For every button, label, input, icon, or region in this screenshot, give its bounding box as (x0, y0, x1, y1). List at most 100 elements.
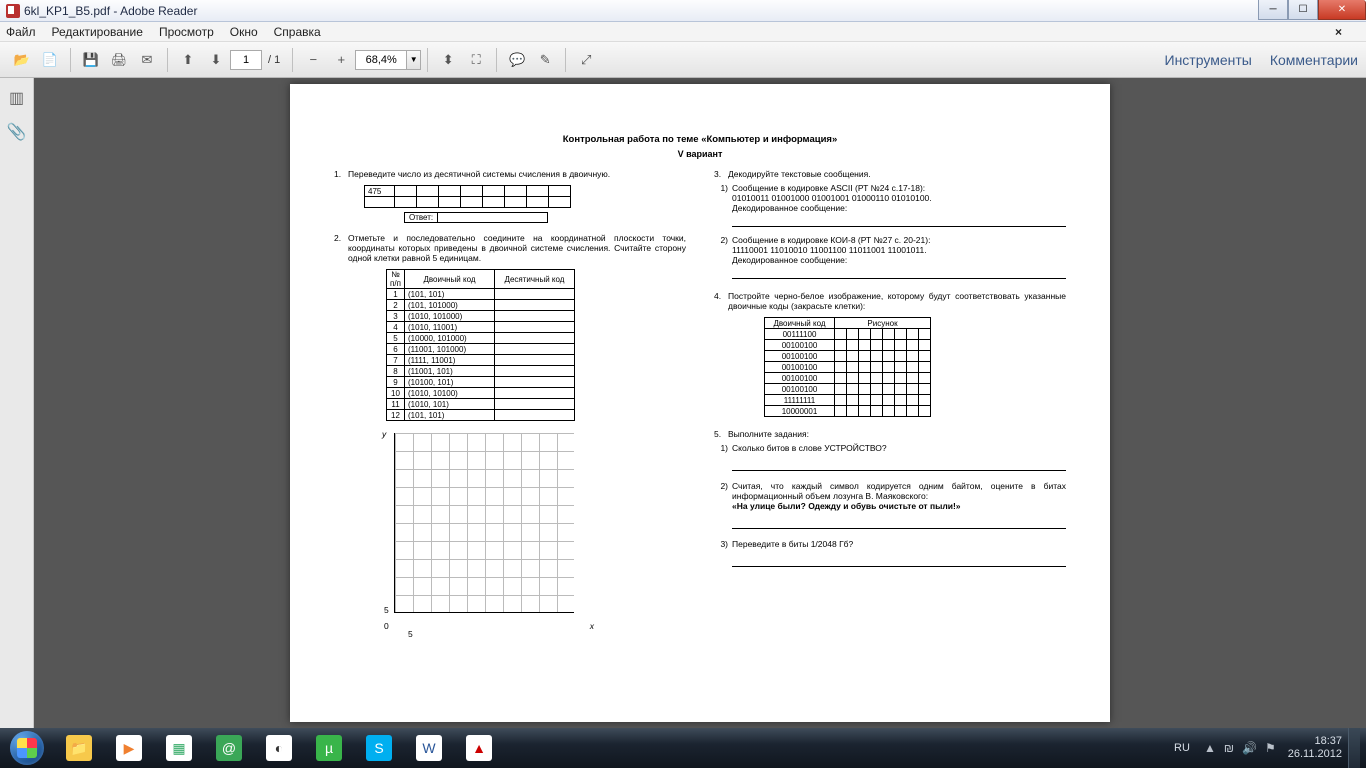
taskbar-app-icon[interactable]: ◐ (255, 730, 303, 766)
create-pdf-icon[interactable]: 📄 (38, 48, 62, 72)
page-down-icon[interactable]: ⬇ (204, 48, 228, 72)
menu-view[interactable]: Просмотр (159, 25, 214, 39)
table-row: 5(10000, 101000) (387, 333, 575, 344)
coordinate-grid: y 5 0 5 x (374, 429, 594, 629)
right-column: 3.Декодируйте текстовые сообщения. 1) Со… (714, 169, 1066, 629)
menu-edit[interactable]: Редактирование (52, 25, 143, 39)
table-row: 00100100 (765, 373, 931, 384)
print-icon[interactable]: 🖨 (107, 48, 131, 72)
taskbar-app-icon[interactable]: 📁 (55, 730, 103, 766)
window-controls: ─ ☐ ✕ (1258, 0, 1366, 20)
doc-title: Контрольная работа по теме «Компьютер и … (334, 134, 1066, 145)
table-row: 6(11001, 101000) (387, 344, 575, 355)
system-tray: RU ▲ ₪ 🔊 ⚑ 18:37 26.11.2012 (1174, 728, 1366, 768)
toolbar-separator (167, 48, 168, 72)
attachments-icon[interactable]: 📎 (7, 122, 27, 142)
table-row: 00100100 (765, 362, 931, 373)
table-row: 00111100 (765, 329, 931, 340)
q1-table: 475 (364, 185, 571, 208)
table-row: 4(1010, 11001) (387, 322, 575, 333)
menu-close-x[interactable]: × (1335, 25, 1342, 39)
q4-text: Постройте черно-белое изображение, котор… (728, 291, 1066, 311)
toolbar-separator (292, 48, 293, 72)
zoom-input[interactable]: 68,4% (355, 50, 407, 70)
taskbar-app-icon[interactable]: S (355, 730, 403, 766)
maximize-button[interactable]: ☐ (1288, 0, 1318, 20)
email-icon[interactable]: ✉ (135, 48, 159, 72)
table-row: 10(1010, 10100) (387, 388, 575, 399)
taskbar-app-icon[interactable]: ▲ (455, 730, 503, 766)
menu-file[interactable]: Файл (6, 25, 36, 39)
taskbar-app-icon[interactable]: ▶ (105, 730, 153, 766)
table-row: 11(1010, 101) (387, 399, 575, 410)
left-column: 1.Переведите число из десятичной системы… (334, 169, 686, 629)
table-row: 1(101, 101) (387, 289, 575, 300)
page-number-input[interactable]: 1 (230, 50, 262, 70)
zoom-dropdown-icon[interactable]: ▼ (407, 50, 421, 70)
table-row: 12(101, 101) (387, 410, 575, 421)
taskbar: 📁▶▦@◐µSW▲ RU ▲ ₪ 🔊 ⚑ 18:37 26.11.2012 (0, 728, 1366, 768)
tray-volume-icon[interactable]: 🔊 (1242, 741, 1257, 755)
table-row: 9(10100, 101) (387, 377, 575, 388)
toolbar-separator (565, 48, 566, 72)
language-indicator[interactable]: RU (1174, 742, 1190, 754)
clock[interactable]: 18:37 26.11.2012 (1288, 735, 1342, 761)
menu-window[interactable]: Окно (230, 25, 258, 39)
tray-action-icon[interactable]: ⚑ (1265, 741, 1276, 755)
taskbar-app-icon[interactable]: µ (305, 730, 353, 766)
document-viewport[interactable]: Контрольная работа по теме «Компьютер и … (34, 78, 1366, 728)
comment-icon[interactable]: 💬 (505, 48, 529, 72)
minimize-button[interactable]: ─ (1258, 0, 1288, 20)
pdf-icon (6, 4, 20, 18)
toolbar-separator (427, 48, 428, 72)
read-mode-icon[interactable]: ⤢ (574, 48, 598, 72)
fit-page-icon[interactable]: ⛶ (464, 48, 488, 72)
taskbar-app-icon[interactable]: W (405, 730, 453, 766)
tray-network-icon[interactable]: ₪ (1224, 741, 1234, 755)
save-icon[interactable]: 💾 (79, 48, 103, 72)
taskbar-app-icon[interactable]: ▦ (155, 730, 203, 766)
taskbar-app-icon[interactable]: @ (205, 730, 253, 766)
q4-table: Двоичный кодРисунок 00111100 00100100 00… (764, 317, 931, 417)
zoom-in-icon[interactable]: + (329, 48, 353, 72)
highlight-icon[interactable]: ✎ (533, 48, 557, 72)
menu-bar: Файл Редактирование Просмотр Окно Справк… (0, 22, 1366, 42)
page-total-label: / 1 (268, 54, 280, 66)
table-row: 00100100 (765, 384, 931, 395)
toolbar-separator (496, 48, 497, 72)
table-row: 8(11001, 101) (387, 366, 575, 377)
table-row: 00100100 (765, 351, 931, 362)
window-titlebar: 6kl_KP1_B5.pdf - Adobe Reader ─ ☐ ✕ (0, 0, 1366, 22)
close-button[interactable]: ✕ (1318, 0, 1366, 20)
windows-orb-icon (10, 731, 44, 765)
navigation-rail: ▥ 📎 (0, 78, 34, 728)
table-row: 00100100 (765, 340, 931, 351)
menu-help[interactable]: Справка (274, 25, 321, 39)
show-desktop-button[interactable] (1348, 728, 1360, 768)
table-row: 7(1111, 11001) (387, 355, 575, 366)
q2-text: Отметьте и последовательно соедините на … (348, 233, 686, 263)
table-row: 11111111 (765, 395, 931, 406)
open-icon[interactable]: 📂 (10, 48, 34, 72)
fit-width-icon[interactable]: ⬍ (436, 48, 460, 72)
page-up-icon[interactable]: ⬆ (176, 48, 200, 72)
q1-text: Переведите число из десятичной системы с… (348, 169, 686, 179)
q3-text: Декодируйте текстовые сообщения. (728, 169, 1066, 179)
comments-panel-link[interactable]: Комментарии (1270, 52, 1358, 68)
doc-variant: V вариант (334, 149, 1066, 159)
q5-text: Выполните задания: (728, 429, 1066, 439)
tray-flag-icon[interactable]: ▲ (1204, 741, 1216, 755)
q2-table: № п/пДвоичный кодДесятичный код 1(101, 1… (386, 269, 575, 421)
toolbar-separator (70, 48, 71, 72)
thumbnails-icon[interactable]: ▥ (7, 88, 27, 108)
table-row: 2(101, 101000) (387, 300, 575, 311)
zoom-out-icon[interactable]: − (301, 48, 325, 72)
q1-answer: Ответ: (404, 212, 686, 223)
toolbar: 📂 📄 💾 🖨 ✉ ⬆ ⬇ 1 / 1 − + 68,4% ▼ ⬍ ⛶ 💬 ✎ … (0, 42, 1366, 78)
tools-panel-link[interactable]: Инструменты (1165, 52, 1252, 68)
table-row: 3(1010, 101000) (387, 311, 575, 322)
table-row: 10000001 (765, 406, 931, 417)
start-button[interactable] (0, 728, 54, 768)
window-title: 6kl_KP1_B5.pdf - Adobe Reader (24, 4, 197, 18)
pdf-page: Контрольная работа по теме «Компьютер и … (290, 84, 1110, 722)
